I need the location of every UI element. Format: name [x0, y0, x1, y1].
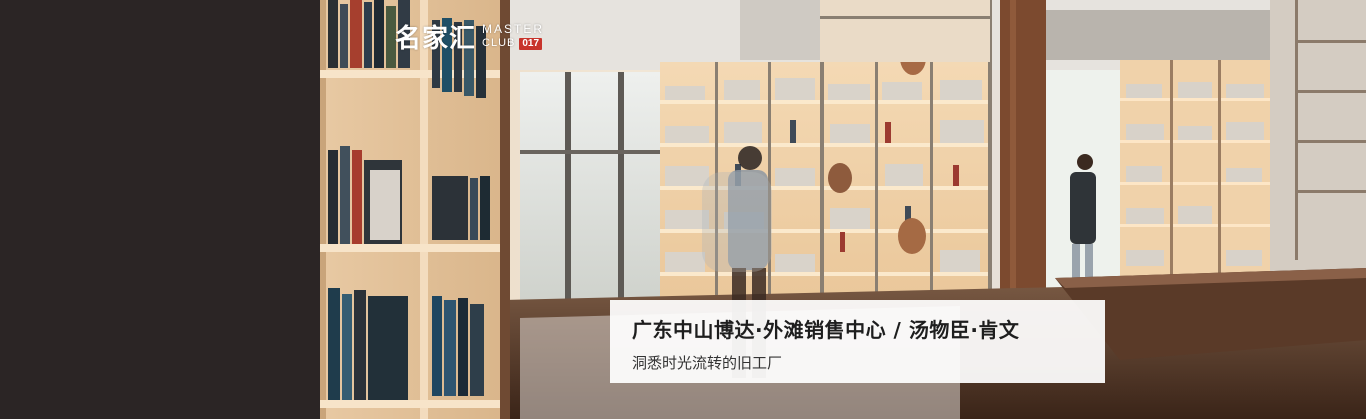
- window-frame: [565, 72, 571, 302]
- wood-column: [1000, 0, 1046, 300]
- vase: [828, 163, 852, 193]
- right-bookshelf: [1120, 60, 1270, 280]
- logo-english-block: MASTER CLUB 017: [482, 23, 544, 50]
- concrete-beam: [1040, 10, 1270, 60]
- vase: [898, 218, 926, 254]
- left-bookshelf: [320, 0, 510, 419]
- far-right-wall: [1270, 0, 1366, 300]
- caption-box: 广东中山博达·外滩销售中心 / 汤物臣·肯文 洞悉时光流转的旧工厂: [610, 300, 1105, 383]
- logo-club-row: CLUB 017: [482, 37, 544, 50]
- logo-number-badge: 017: [519, 37, 543, 50]
- center-bookshelf: [660, 0, 992, 302]
- hero-photo: [320, 0, 1366, 419]
- bookstore-scene: [320, 0, 1366, 419]
- caption-subtitle: 洞悉时光流转的旧工厂: [632, 354, 783, 372]
- caption-title: 广东中山博达·外滩销售中心 / 汤物臣·肯文: [632, 318, 1020, 342]
- window-frame: [520, 150, 660, 154]
- left-dark-panel: [0, 0, 320, 419]
- woman-reading: [1070, 154, 1096, 278]
- far-right-shelf: [1295, 0, 1366, 260]
- logo-chinese-text: 名家汇: [395, 23, 477, 54]
- ceiling-beam: [740, 0, 820, 60]
- brand-logo: 名家汇 MASTER CLUB 017: [395, 18, 544, 54]
- logo-master-text: MASTER: [482, 21, 545, 36]
- logo-club-text: CLUB: [482, 37, 516, 49]
- wood-platform: [1055, 268, 1366, 360]
- back-window: [520, 72, 660, 302]
- window-frame: [618, 72, 624, 302]
